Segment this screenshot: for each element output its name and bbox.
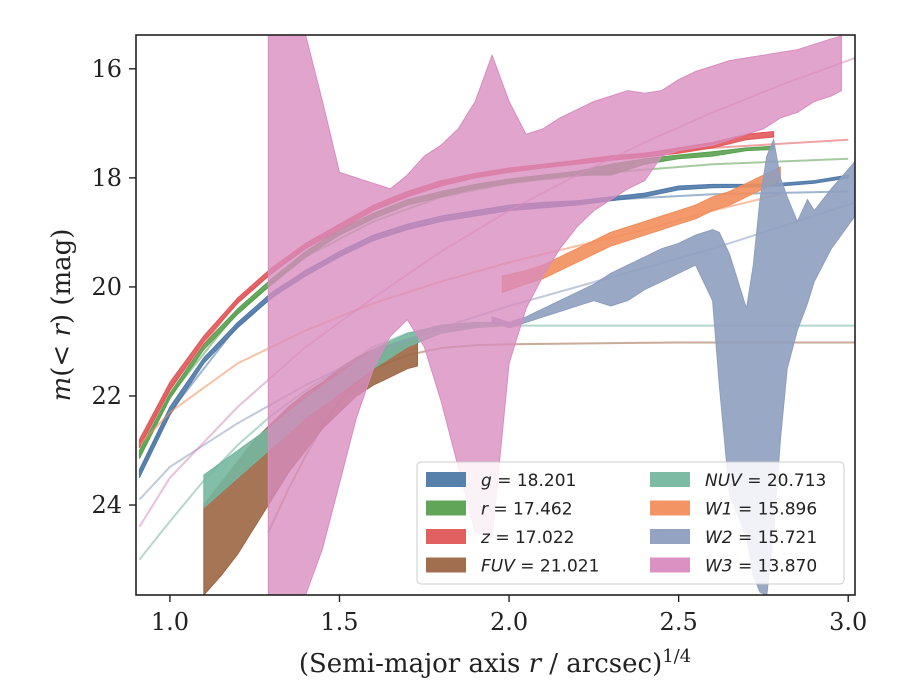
legend-swatch-r <box>426 500 466 516</box>
x-tick-label: 1.0 <box>151 608 189 636</box>
plot-frame <box>135 34 856 596</box>
y-tick-label: 18 <box>91 164 122 192</box>
y-tick-label: 24 <box>91 491 122 519</box>
y-tick-label: 16 <box>91 55 122 83</box>
legend-label-g: g = 18.201 <box>481 471 576 491</box>
legend-label-z: z = 17.022 <box>480 528 574 548</box>
legend-label-fuv: FUV = 21.021 <box>481 557 599 577</box>
y-axis-label: m(< r) (mag) <box>47 229 77 402</box>
legend-swatch-nuv <box>650 472 690 487</box>
legend-swatch-g <box>426 472 466 487</box>
legend-swatch-w2 <box>650 529 690 544</box>
legend-label-r: r = 17.462 <box>481 500 573 520</box>
x-tick-label: 3.0 <box>829 608 867 636</box>
axes: 1.0 1.5 2.0 2.5 3.0 16 18 20 22 24 <box>91 55 867 636</box>
x-tick-label: 2.0 <box>490 608 528 636</box>
legend: g = 18.201 r = 17.462 z = 17.022 FUV = 21.0… <box>416 461 845 585</box>
legend-label-w1: W1 = 15.896 <box>705 500 817 520</box>
legend-swatch-w3 <box>650 557 690 573</box>
legend-label-w2: W2 = 15.721 <box>705 528 817 548</box>
y-tick-label: 22 <box>91 382 122 410</box>
x-tick-label: 2.5 <box>660 608 698 636</box>
series-w3-band <box>267 35 842 595</box>
legend-frame <box>416 461 845 585</box>
legend-swatch-z <box>426 529 466 544</box>
x-axis-label: (Semi-major axis r / arcsec)1/4 <box>299 646 691 679</box>
legend-swatch-fuv <box>426 557 466 573</box>
y-tick-label: 20 <box>91 273 122 301</box>
legend-label-w3: W3 = 13.870 <box>705 557 817 577</box>
x-tick-label: 1.5 <box>320 608 358 636</box>
legend-swatch-w1 <box>650 500 690 516</box>
legend-label-nuv: NUV = 20.713 <box>705 471 826 491</box>
